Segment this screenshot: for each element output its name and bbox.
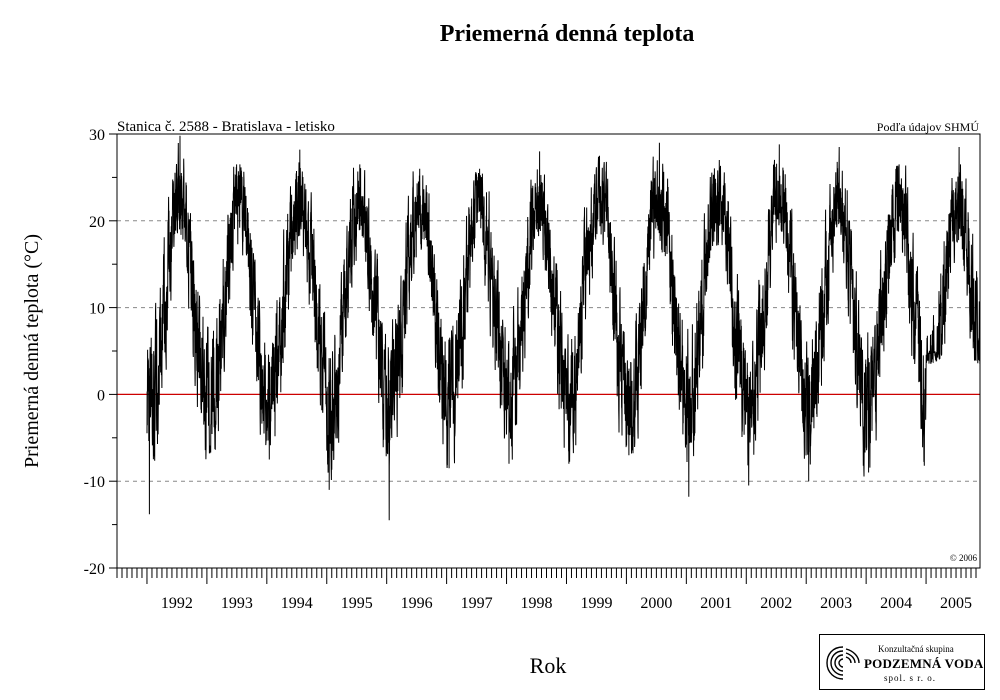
x-tick-label: 1998 (521, 595, 553, 612)
logo-line-2: PODZEMNÁ VODA (864, 656, 984, 671)
x-tick-label: 1997 (461, 595, 493, 612)
y-tick-label: 0 (97, 387, 105, 404)
x-axis-label: Rok (530, 653, 567, 678)
x-tick-label: 1995 (341, 595, 373, 612)
source-note: Podľa údajov SHMÚ (877, 120, 980, 134)
x-tick-label: 1992 (161, 595, 193, 612)
x-tick-label: 1994 (281, 595, 313, 612)
y-axis-label: Priemerná denná teplota (°C) (21, 234, 43, 468)
y-tick-label: 10 (89, 301, 105, 318)
x-tick-label: 1996 (401, 595, 433, 612)
y-axis: -20 -10 0 10 20 30 (84, 127, 117, 578)
x-tick-label: 1999 (580, 595, 612, 612)
y-tick-label: 20 (89, 214, 105, 231)
series-line (146, 135, 981, 521)
company-logo: Konzultačná skupina PODZEMNÁ VODA spol. … (819, 634, 985, 690)
logo-spiral-icon (826, 646, 860, 680)
x-tick-label: 2003 (820, 595, 852, 612)
y-tick-label: -10 (84, 474, 105, 491)
copyright-note: © 2006 (950, 553, 978, 563)
x-tick-label: 2002 (760, 595, 792, 612)
x-axis: 1992 1993 1994 1995 1996 1997 1998 1999 2000 2001… (116, 568, 977, 612)
x-tick-label: 2004 (880, 595, 912, 612)
y-tick-label: -20 (84, 561, 105, 578)
x-tick-label: 2000 (640, 595, 672, 612)
x-tick-label: 2005 (940, 595, 972, 612)
chart-title: Priemerná denná teplota (440, 21, 695, 47)
y-tick-label: 30 (89, 127, 105, 144)
x-tick-label: 2001 (700, 595, 732, 612)
logo-line-3: spol. s r. o. (884, 673, 937, 683)
station-label: Stanica č. 2588 - Bratislava - letisko (117, 119, 335, 135)
logo-line-1: Konzultačná skupina (878, 644, 954, 654)
x-tick-label: 1993 (221, 595, 253, 612)
